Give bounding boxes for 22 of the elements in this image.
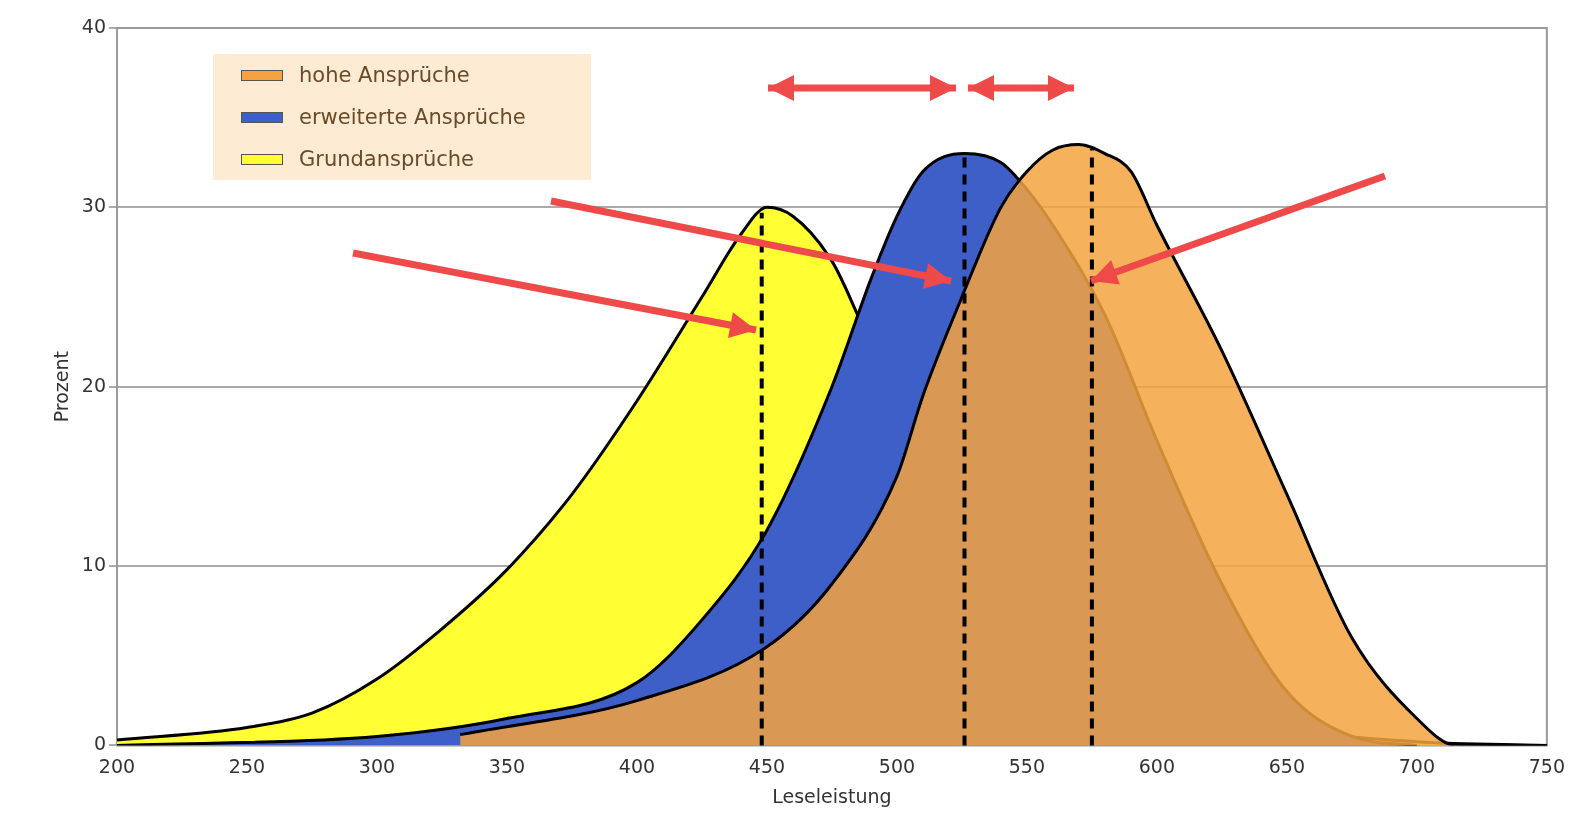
x-tick-label: 750 [1528,754,1565,777]
legend-label: Grundansprüche [299,147,475,171]
y-axis-title: Prozent [50,351,73,423]
x-tick-label: 650 [1268,754,1306,777]
x-tick-label: 500 [878,754,916,777]
x-tick-label: 200 [98,754,136,777]
x-tick-label: 300 [358,754,396,777]
x-tick-label: 350 [488,754,526,777]
legend-label: hohe Ansprüche [299,63,470,87]
legend-label: erweiterte Ansprüche [299,105,526,129]
x-tick-label: 550 [1008,754,1046,777]
x-axis-title: Leseleistung [772,784,892,807]
y-tick-label: 0 [93,732,106,755]
x-tick-label: 450 [748,754,786,777]
x-tick-label: 250 [228,754,266,777]
y-tick-label: 10 [81,552,106,575]
x-tick-label: 400 [618,754,656,777]
y-tick-label: 30 [81,194,106,217]
x-tick-label: 700 [1398,754,1436,777]
y-tick-label: 20 [81,373,106,396]
y-tick-label: 40 [81,14,106,37]
x-tick-label: 600 [1138,754,1176,777]
